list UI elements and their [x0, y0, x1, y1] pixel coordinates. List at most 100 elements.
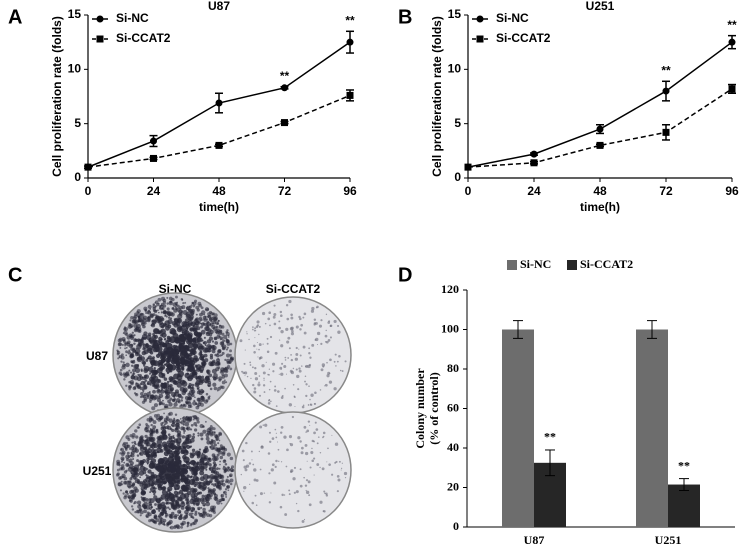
colony: [275, 436, 278, 439]
colony: [319, 452, 322, 454]
colony: [256, 320, 260, 324]
colony: [179, 356, 185, 362]
colony: [302, 345, 306, 349]
colony: [184, 505, 189, 510]
colony: [331, 473, 334, 476]
colony: [216, 322, 220, 325]
colony: [154, 487, 157, 490]
x-tick-label: 48: [212, 184, 226, 198]
colony: [194, 334, 197, 336]
colony: [166, 506, 170, 509]
colony: [163, 423, 166, 426]
colony: [173, 318, 176, 321]
colony: [229, 342, 233, 346]
colony: [175, 398, 181, 403]
colony: [324, 385, 326, 387]
colony: [340, 467, 343, 469]
colony: [307, 480, 311, 484]
colony: [266, 350, 270, 353]
colony: [147, 315, 151, 319]
colony: [119, 368, 123, 372]
colony: [151, 484, 154, 487]
colony: [181, 520, 186, 525]
colony: [148, 339, 151, 342]
colony: [255, 479, 259, 482]
colony: [215, 360, 221, 366]
colony: [297, 388, 300, 391]
colony: [281, 394, 284, 397]
colony: [160, 354, 166, 361]
colony: [136, 454, 140, 457]
colony: [168, 508, 171, 511]
colony: [212, 465, 216, 469]
colony: [128, 387, 131, 391]
colony: [325, 329, 327, 332]
colony: [193, 502, 196, 506]
x-tick-label: 96: [343, 184, 357, 198]
colony: [287, 357, 290, 359]
colony: [305, 479, 309, 482]
colony: [183, 330, 190, 336]
colony: [336, 360, 339, 363]
colony: [162, 300, 167, 305]
colony: [218, 431, 222, 436]
point: [96, 15, 104, 23]
colony: [142, 384, 148, 390]
colony: [191, 512, 194, 515]
colony: [305, 431, 307, 433]
chart-title: U251: [586, 0, 615, 13]
y-tick-label: 10: [68, 62, 82, 76]
colony: [127, 350, 131, 355]
colony: [189, 386, 195, 392]
colony: [121, 467, 124, 470]
error-bar: [545, 449, 555, 477]
colony: [211, 349, 216, 354]
colony: [151, 406, 156, 411]
colony: [192, 327, 196, 332]
panel-letter: B: [398, 6, 412, 28]
colony: [280, 461, 283, 463]
colony: [328, 463, 331, 466]
colony: [229, 456, 234, 461]
colony: [141, 400, 146, 404]
colony: [302, 404, 305, 407]
colony: [203, 450, 207, 454]
colony: [210, 312, 214, 316]
colony: [309, 403, 313, 407]
x-tick-label: 72: [278, 184, 292, 198]
colony: [286, 448, 289, 452]
colony: [316, 343, 319, 346]
colony: [142, 376, 146, 380]
colony: [226, 340, 230, 344]
colony: [158, 393, 164, 399]
colony: [201, 310, 206, 315]
colony: [142, 390, 145, 393]
colony: [194, 481, 199, 486]
colony: [146, 460, 150, 464]
colony: [187, 416, 193, 421]
colony: [209, 425, 213, 428]
colony: [305, 394, 308, 398]
colony: [259, 492, 263, 496]
colony: [214, 493, 216, 495]
colony: [182, 403, 186, 407]
colony: [173, 380, 177, 383]
colony: [329, 358, 332, 362]
colony: [173, 438, 179, 443]
colony: [204, 358, 209, 363]
colony: [126, 342, 129, 345]
colony: [273, 304, 276, 307]
colony: [305, 489, 307, 492]
colony: [311, 439, 315, 443]
colony: [168, 411, 173, 416]
colony: [226, 346, 229, 349]
colony: [153, 367, 156, 370]
colony: [249, 361, 252, 364]
colony: [226, 358, 231, 363]
colony: [158, 372, 164, 378]
colony: [267, 452, 271, 455]
colony: [308, 494, 311, 497]
colony: [316, 305, 319, 309]
colony: [163, 450, 170, 457]
colony: [120, 353, 124, 357]
